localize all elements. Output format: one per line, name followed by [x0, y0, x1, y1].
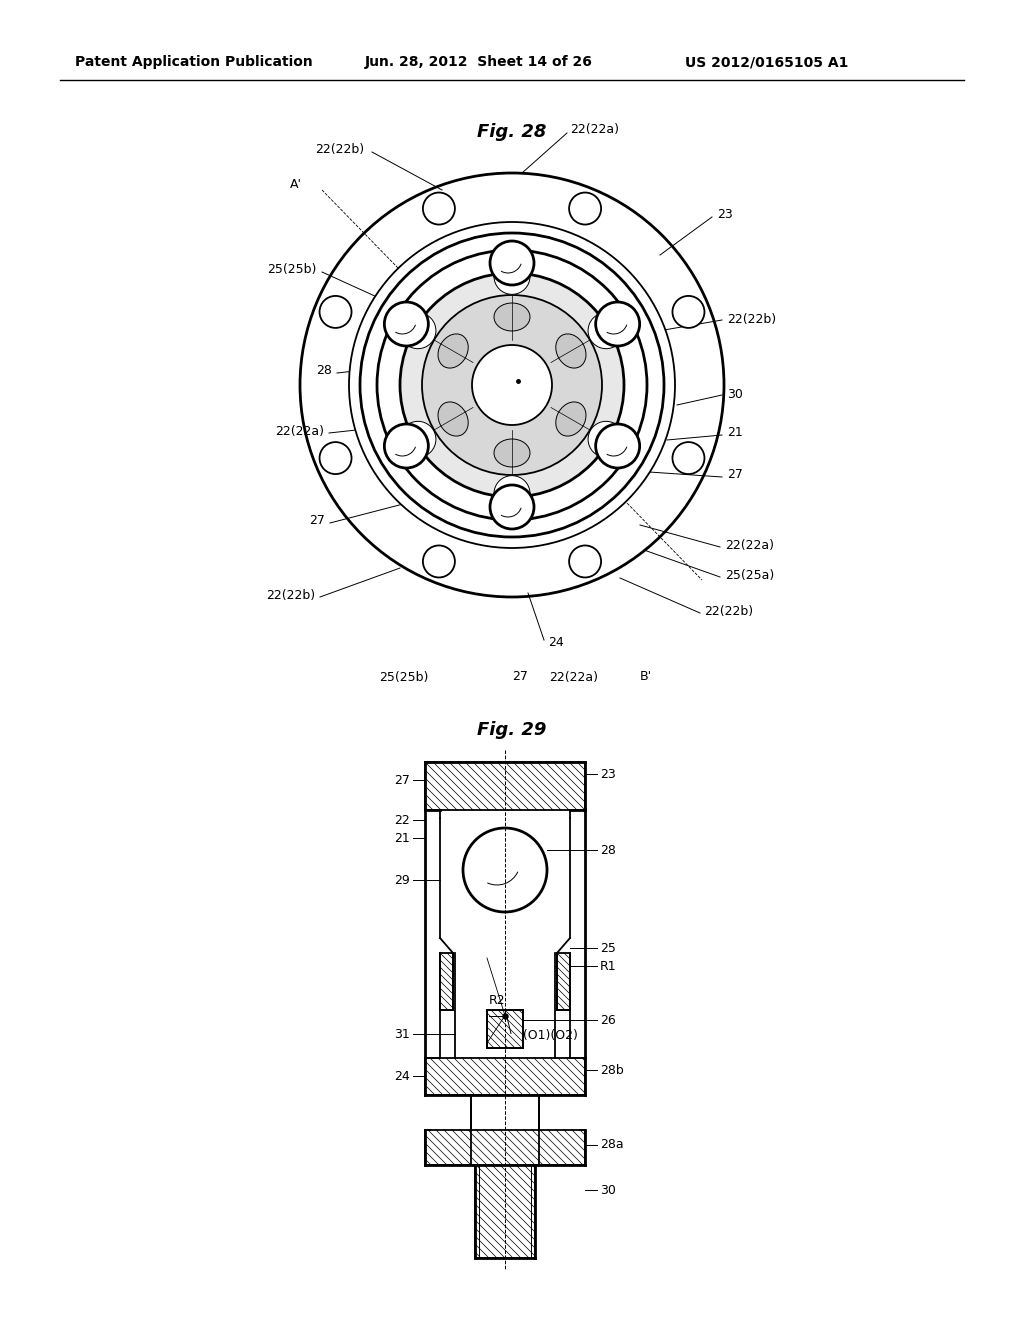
Circle shape: [490, 484, 534, 529]
Text: 25(25b): 25(25b): [379, 671, 429, 684]
Text: 25(25a): 25(25a): [725, 569, 774, 582]
Text: 28: 28: [316, 364, 332, 378]
Text: 22(22b): 22(22b): [266, 589, 315, 602]
Ellipse shape: [494, 440, 530, 467]
Bar: [425, 762, 585, 810]
Text: 27: 27: [309, 515, 325, 528]
Text: 28b: 28b: [600, 1064, 624, 1077]
Bar: [557, 953, 570, 1010]
Text: 30: 30: [727, 388, 742, 401]
Ellipse shape: [556, 334, 586, 368]
Bar: [487, 1010, 523, 1048]
Text: Fig. 29: Fig. 29: [477, 721, 547, 739]
Circle shape: [423, 193, 455, 224]
Text: Patent Application Publication: Patent Application Publication: [75, 55, 312, 69]
Text: 25: 25: [498, 378, 512, 388]
Ellipse shape: [494, 304, 530, 331]
Bar: [425, 1130, 585, 1166]
Text: R2: R2: [489, 994, 506, 1007]
Text: 27: 27: [394, 774, 410, 787]
Circle shape: [423, 545, 455, 577]
Ellipse shape: [400, 273, 624, 498]
Text: 22(22b): 22(22b): [705, 605, 753, 618]
Circle shape: [400, 421, 436, 457]
Text: 31: 31: [394, 1027, 410, 1040]
Text: 23: 23: [600, 767, 615, 780]
Text: O(O1)(O2): O(O1)(O2): [513, 1030, 578, 1041]
Text: 25: 25: [518, 392, 532, 403]
Text: 23: 23: [717, 209, 733, 222]
Text: 25: 25: [600, 941, 615, 954]
Text: 25(25b): 25(25b): [267, 264, 317, 276]
Text: 21: 21: [394, 832, 410, 845]
Text: 27: 27: [512, 671, 528, 684]
Circle shape: [490, 242, 534, 285]
Text: 22(22b): 22(22b): [727, 314, 776, 326]
Text: Fig. 28: Fig. 28: [477, 123, 547, 141]
Text: 22(22b): 22(22b): [314, 143, 364, 156]
Bar: [475, 1166, 535, 1258]
Circle shape: [588, 313, 624, 348]
Text: 22(22a): 22(22a): [725, 539, 774, 552]
Circle shape: [673, 442, 705, 474]
Text: Jun. 28, 2012  Sheet 14 of 26: Jun. 28, 2012 Sheet 14 of 26: [365, 55, 593, 69]
Circle shape: [494, 259, 530, 294]
Ellipse shape: [300, 173, 724, 597]
Ellipse shape: [422, 294, 602, 475]
Text: 30: 30: [600, 1184, 615, 1196]
Text: R1: R1: [600, 960, 616, 973]
Text: 26: 26: [600, 1014, 615, 1027]
Text: 24: 24: [394, 1069, 410, 1082]
Ellipse shape: [360, 234, 664, 537]
Text: 22(22a): 22(22a): [275, 425, 324, 437]
Circle shape: [400, 313, 436, 348]
Circle shape: [596, 424, 640, 469]
Ellipse shape: [438, 401, 468, 436]
Ellipse shape: [349, 222, 675, 548]
Circle shape: [494, 475, 530, 512]
Text: A': A': [290, 178, 302, 191]
Circle shape: [673, 296, 705, 327]
Bar: [425, 1059, 585, 1096]
Ellipse shape: [438, 334, 468, 368]
Text: 24: 24: [548, 636, 564, 649]
Circle shape: [472, 345, 552, 425]
Circle shape: [319, 296, 351, 327]
Text: 28: 28: [600, 843, 615, 857]
Circle shape: [588, 421, 624, 457]
Text: O: O: [522, 368, 531, 381]
Text: (25a): (25a): [490, 393, 517, 404]
Text: 22: 22: [394, 813, 410, 826]
Circle shape: [569, 545, 601, 577]
Text: 22(22a): 22(22a): [570, 124, 618, 136]
Ellipse shape: [377, 249, 647, 520]
Circle shape: [463, 828, 547, 912]
Text: 29: 29: [394, 874, 410, 887]
Circle shape: [384, 302, 428, 346]
Text: 27: 27: [727, 469, 742, 482]
Circle shape: [384, 424, 428, 469]
Bar: [440, 953, 453, 1010]
Ellipse shape: [556, 401, 586, 436]
Circle shape: [569, 193, 601, 224]
Text: 22(22a): 22(22a): [550, 671, 598, 684]
Text: (25b): (25b): [538, 393, 566, 404]
Circle shape: [596, 302, 640, 346]
Text: 28a: 28a: [600, 1138, 624, 1151]
Circle shape: [319, 442, 351, 474]
Text: US 2012/0165105 A1: US 2012/0165105 A1: [685, 55, 848, 69]
Text: B': B': [640, 671, 652, 684]
Text: 21: 21: [727, 426, 742, 440]
Ellipse shape: [394, 267, 630, 503]
